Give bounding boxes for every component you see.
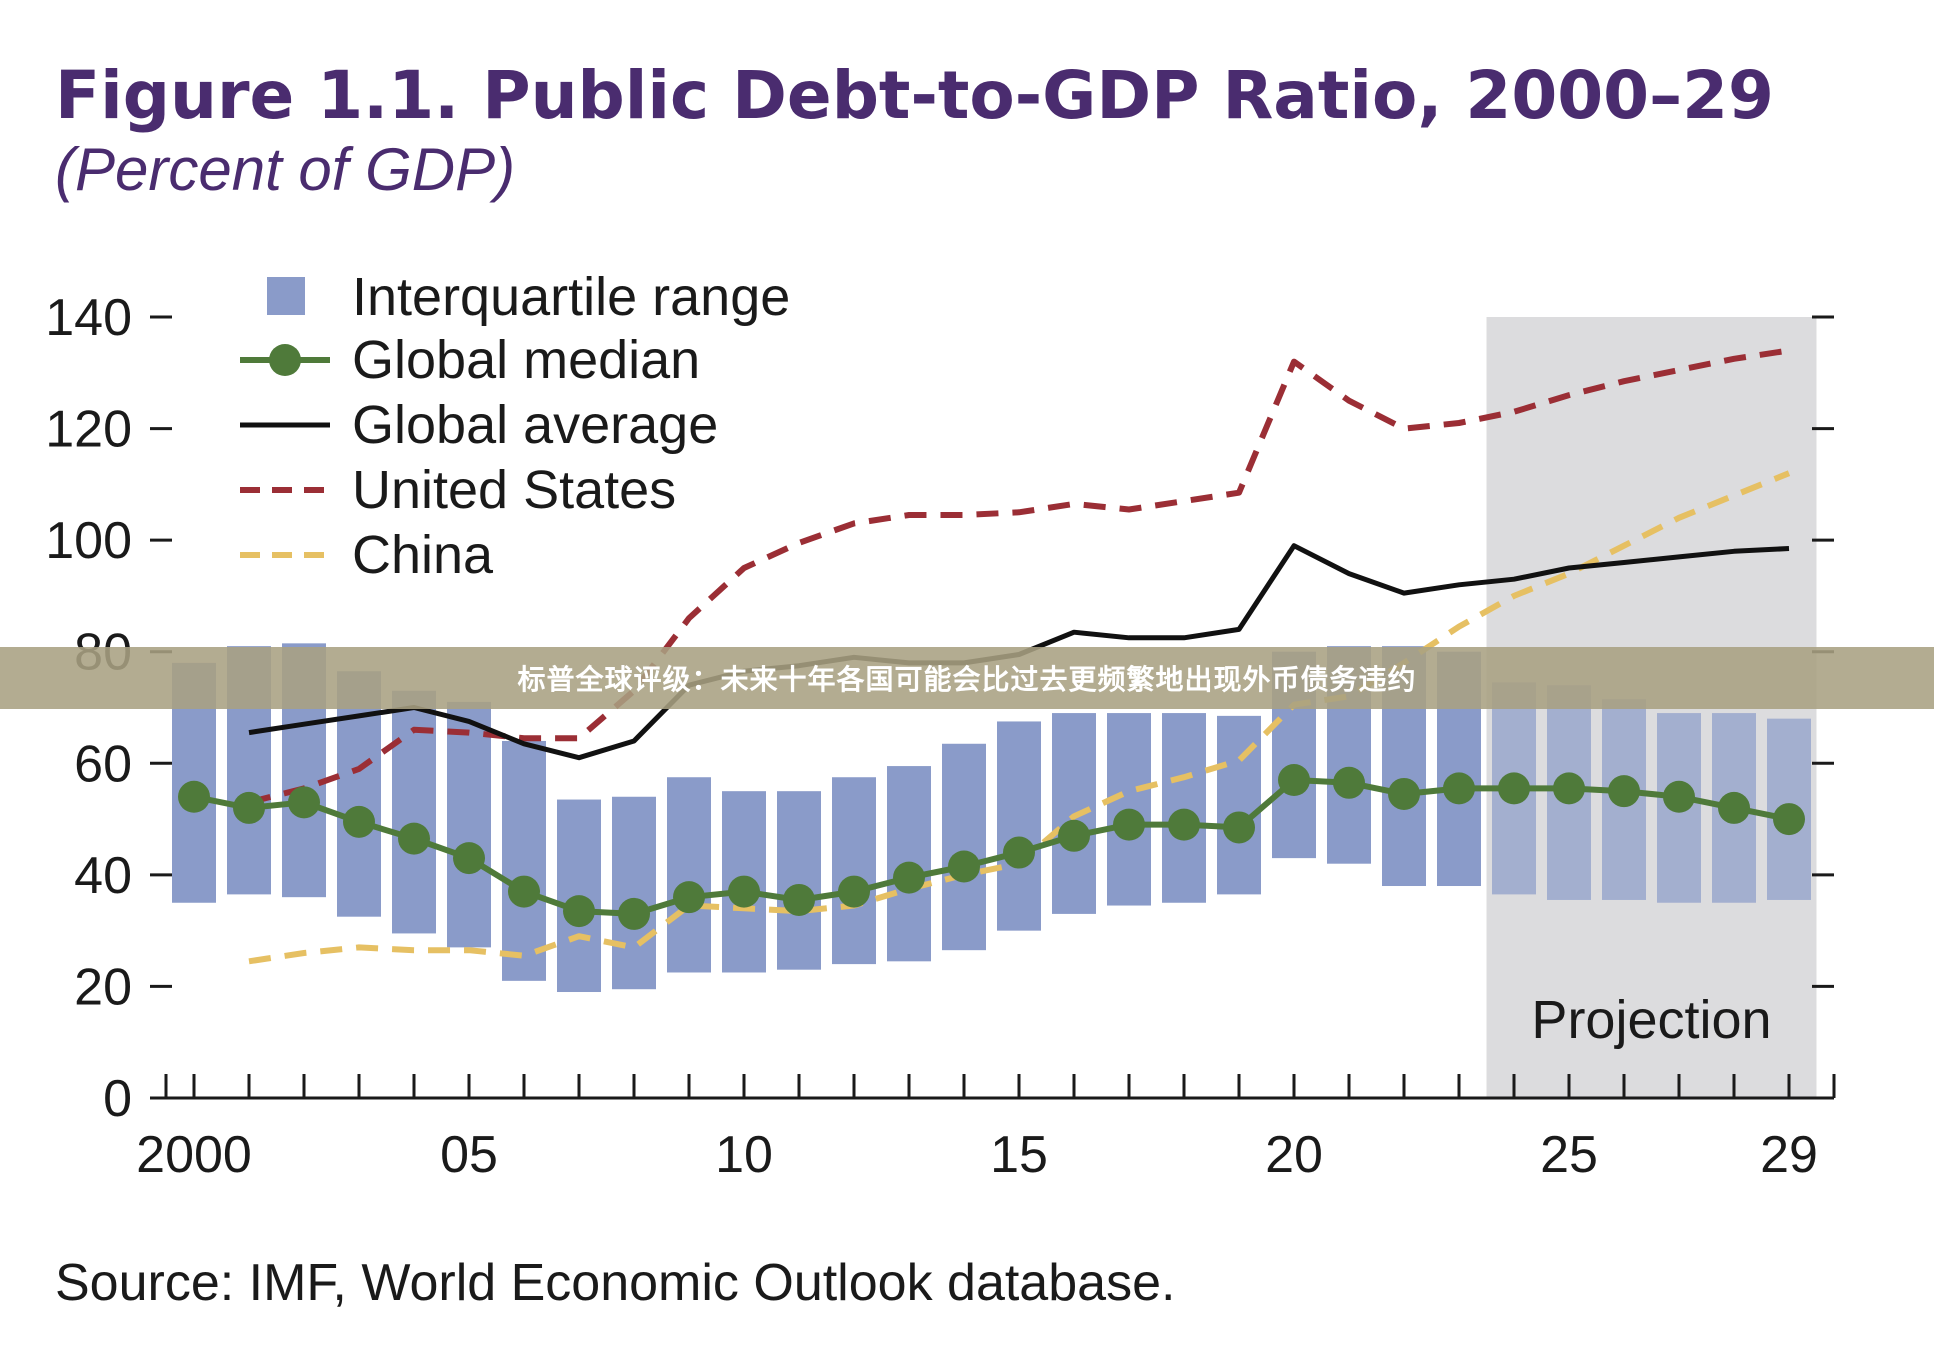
median-point <box>1553 772 1585 805</box>
overlay-banner: 标普全球评级：未来十年各国可能会比过去更频繁地出现外币债务违约 <box>0 647 1934 709</box>
x-tick-label: 2000 <box>136 1126 252 1184</box>
iqr-bar <box>447 701 491 948</box>
median-point <box>1168 808 1200 841</box>
median-point <box>1773 803 1805 836</box>
x-tick-label: 25 <box>1540 1126 1598 1184</box>
median-point <box>1113 808 1145 841</box>
legend-swatch-iqr <box>267 277 305 315</box>
iqr-bar <box>1217 715 1261 895</box>
median-point <box>1058 819 1090 852</box>
iqr-bar <box>612 796 656 990</box>
median-point <box>453 842 485 875</box>
source-note: Source: IMF, World Economic Outlook data… <box>55 1254 1175 1312</box>
median-point <box>673 881 705 914</box>
median-point <box>233 791 265 824</box>
median-point <box>1608 775 1640 808</box>
median-point <box>1278 764 1310 797</box>
chart-subtitle: (Percent of GDP) <box>55 136 515 203</box>
median-point <box>398 822 430 855</box>
median-point <box>178 780 210 813</box>
median-point <box>1003 836 1035 869</box>
y-tick-label: 60 <box>74 735 132 793</box>
x-tick-label: 29 <box>1760 1126 1818 1184</box>
iqr-bar <box>997 721 1041 931</box>
iqr-bar <box>777 791 821 970</box>
y-tick-label: 0 <box>103 1070 132 1128</box>
x-tick-label: 10 <box>715 1126 773 1184</box>
iqr-bar <box>832 777 876 965</box>
legend-swatch-point <box>269 344 301 376</box>
legend-label: Global median <box>352 330 700 390</box>
median-point <box>343 805 375 838</box>
median-point <box>783 883 815 916</box>
y-tick-label: 20 <box>74 958 132 1016</box>
legend-label: Interquartile range <box>352 267 790 327</box>
legend-label: Global average <box>352 395 718 455</box>
x-tick-label: 15 <box>990 1126 1048 1184</box>
y-tick-label: 140 <box>45 289 132 347</box>
legend-label: United States <box>352 460 676 520</box>
y-tick-label: 40 <box>74 847 132 905</box>
iqr-bar <box>942 743 986 951</box>
median-point <box>508 875 540 908</box>
x-tick-label: 20 <box>1265 1126 1323 1184</box>
iqr-bar <box>667 777 711 973</box>
median-point <box>1498 772 1530 805</box>
median-point <box>563 895 595 928</box>
chart-title: Figure 1.1. Public Debt-to-GDP Ratio, 20… <box>55 57 1774 134</box>
median-point <box>1223 811 1255 844</box>
median-point <box>1718 791 1750 824</box>
median-point <box>893 861 925 894</box>
median-point <box>288 786 320 819</box>
median-point <box>728 875 760 908</box>
banner-text: 标普全球评级：未来十年各国可能会比过去更频繁地出现外币债务违约 <box>517 663 1417 696</box>
legend-label: China <box>352 525 494 585</box>
series-line-united-states <box>248 347 1790 806</box>
x-tick-label: 05 <box>440 1126 498 1184</box>
projection-label: Projection <box>1531 990 1771 1050</box>
median-point <box>948 850 980 883</box>
y-tick-label: 100 <box>45 512 132 570</box>
median-point <box>1443 772 1475 805</box>
iqr-bar <box>502 740 546 981</box>
median-point <box>618 897 650 930</box>
median-point <box>838 875 870 908</box>
median-point <box>1333 766 1365 799</box>
median-point <box>1388 777 1420 810</box>
iqr-bar <box>1162 713 1206 903</box>
y-tick-label: 120 <box>45 401 132 459</box>
median-point <box>1663 780 1695 813</box>
